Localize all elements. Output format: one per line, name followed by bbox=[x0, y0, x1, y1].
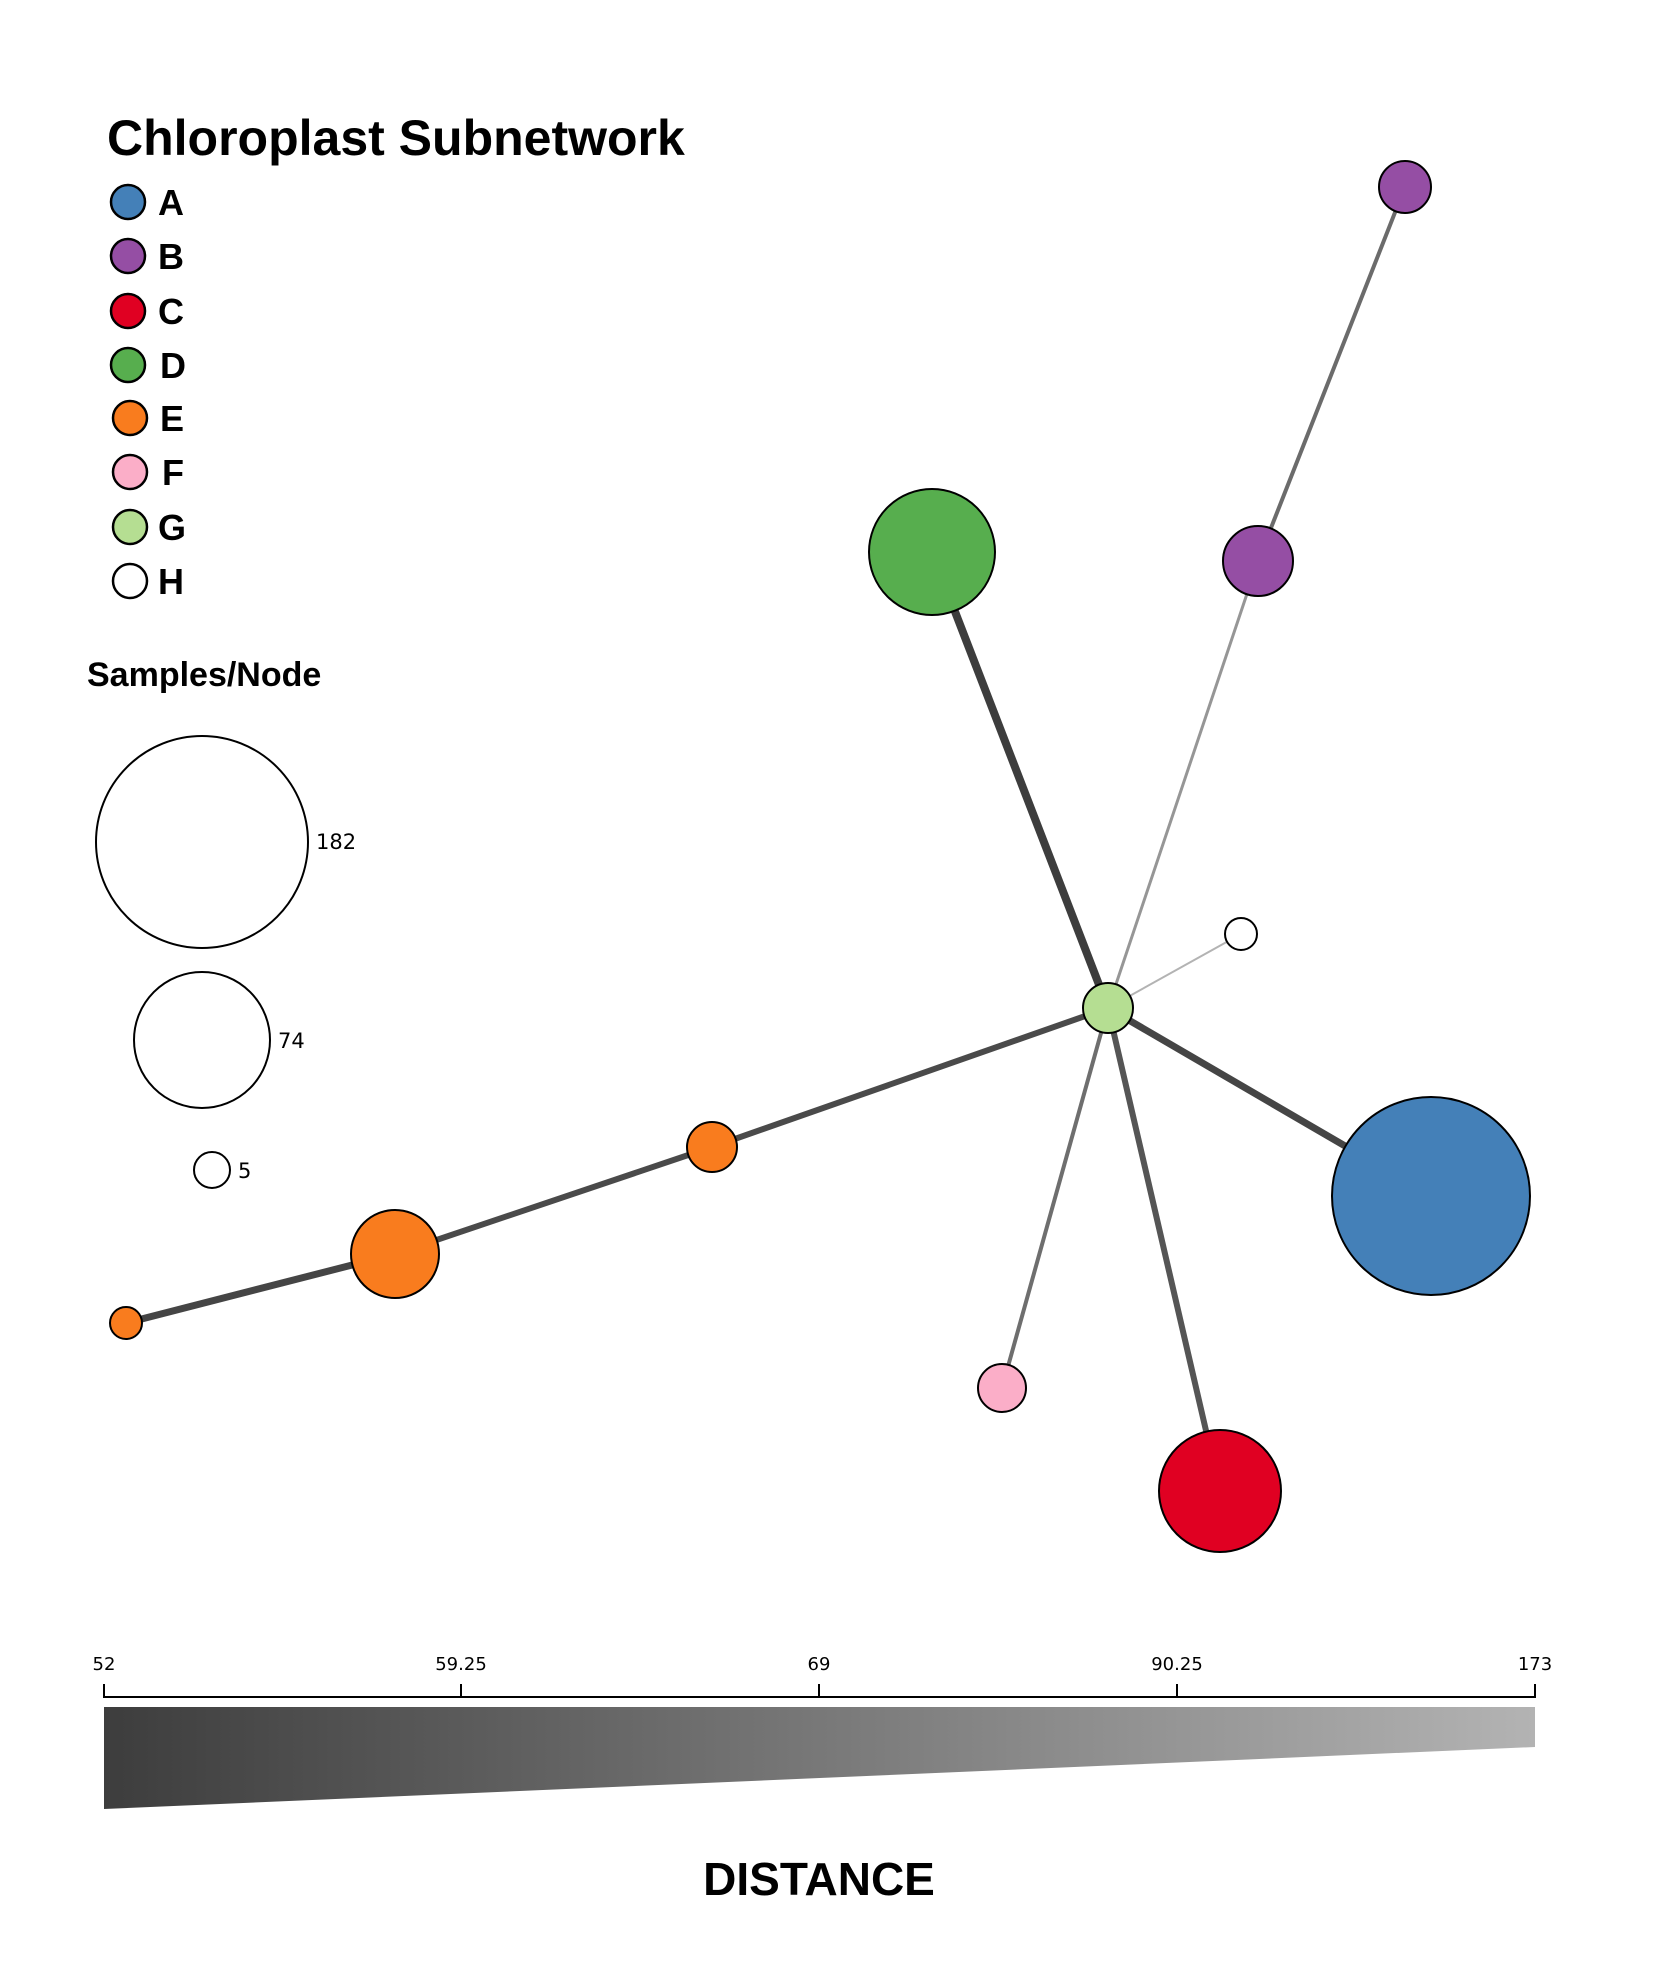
size-label-small: 5 bbox=[238, 1159, 251, 1183]
edge-g-b bbox=[1106, 560, 1260, 1009]
chart-title: Chloroplast Subnetwork bbox=[107, 110, 685, 166]
legend-item-a: A bbox=[109, 182, 184, 223]
legend-item-d: D bbox=[109, 345, 186, 386]
scale-tick-label-69: 69 bbox=[808, 1654, 831, 1675]
edge-g-f bbox=[1000, 1007, 1110, 1389]
legend-swatch-h bbox=[111, 562, 149, 600]
node-b-inner bbox=[1222, 525, 1294, 597]
legend-swatch-b bbox=[109, 237, 147, 275]
size-legend-title: Samples/Node bbox=[87, 656, 321, 694]
distance-gradient-wedge bbox=[104, 1707, 1535, 1809]
size-circle-large bbox=[95, 735, 309, 949]
size-circle-medium bbox=[133, 971, 271, 1109]
node-a bbox=[1331, 1096, 1531, 1296]
scale-tick-label-90-25: 90.25 bbox=[1151, 1654, 1203, 1675]
node-d bbox=[868, 488, 996, 616]
distance-scale: 52 59.25 69 90.25 173 DISTANCE bbox=[93, 1654, 1553, 1905]
legend-item-g: G bbox=[111, 507, 186, 548]
edge-g-c bbox=[1105, 1007, 1223, 1492]
legend-label-d: D bbox=[160, 345, 186, 386]
scale-tick-label-52: 52 bbox=[93, 1654, 116, 1675]
edge-b-b bbox=[1256, 186, 1407, 562]
legend-item-h: H bbox=[111, 561, 184, 602]
size-circle-small bbox=[193, 1151, 231, 1189]
edge-e-e-2 bbox=[125, 1250, 396, 1327]
legend-label-e: E bbox=[160, 398, 184, 439]
legend-swatch-c bbox=[109, 292, 147, 330]
legend-item-e: E bbox=[111, 398, 184, 439]
legend-swatch-g bbox=[111, 508, 149, 546]
edge-e-e bbox=[394, 1144, 713, 1257]
legend-item-b: B bbox=[109, 236, 184, 277]
node-b-outer bbox=[1378, 160, 1432, 214]
group-legend: A B C D E F G H bbox=[109, 182, 186, 602]
node-h bbox=[1224, 917, 1258, 951]
legend-label-a: A bbox=[158, 182, 184, 223]
size-legend: Samples/Node 182 74 5 bbox=[87, 656, 356, 1189]
legend-label-c: C bbox=[158, 291, 184, 332]
node-e-inner bbox=[686, 1121, 738, 1173]
edge-g-d bbox=[928, 550, 1112, 1010]
legend-item-f: F bbox=[111, 452, 184, 493]
network-nodes bbox=[109, 160, 1531, 1553]
edge-g-e bbox=[711, 1005, 1109, 1150]
legend-label-f: F bbox=[162, 452, 184, 493]
node-g-hub bbox=[1082, 982, 1134, 1034]
legend-item-c: C bbox=[109, 291, 184, 332]
scale-tick-label-173: 173 bbox=[1518, 1654, 1552, 1675]
node-f bbox=[977, 1363, 1027, 1413]
size-label-medium: 74 bbox=[278, 1029, 305, 1053]
legend-swatch-e bbox=[111, 399, 149, 437]
legend-label-b: B bbox=[158, 236, 184, 277]
distance-axis-title: DISTANCE bbox=[703, 1853, 935, 1905]
node-c bbox=[1158, 1429, 1282, 1553]
legend-swatch-f bbox=[111, 453, 149, 491]
legend-swatch-a bbox=[109, 183, 147, 221]
legend-label-g: G bbox=[158, 507, 186, 548]
network-edges bbox=[125, 186, 1433, 1492]
legend-label-h: H bbox=[158, 561, 184, 602]
node-e-outer bbox=[109, 1306, 143, 1340]
scale-tick-label-59-25: 59.25 bbox=[435, 1654, 487, 1675]
node-e-middle bbox=[350, 1209, 440, 1299]
size-label-large: 182 bbox=[316, 830, 356, 854]
legend-swatch-d bbox=[109, 346, 147, 384]
